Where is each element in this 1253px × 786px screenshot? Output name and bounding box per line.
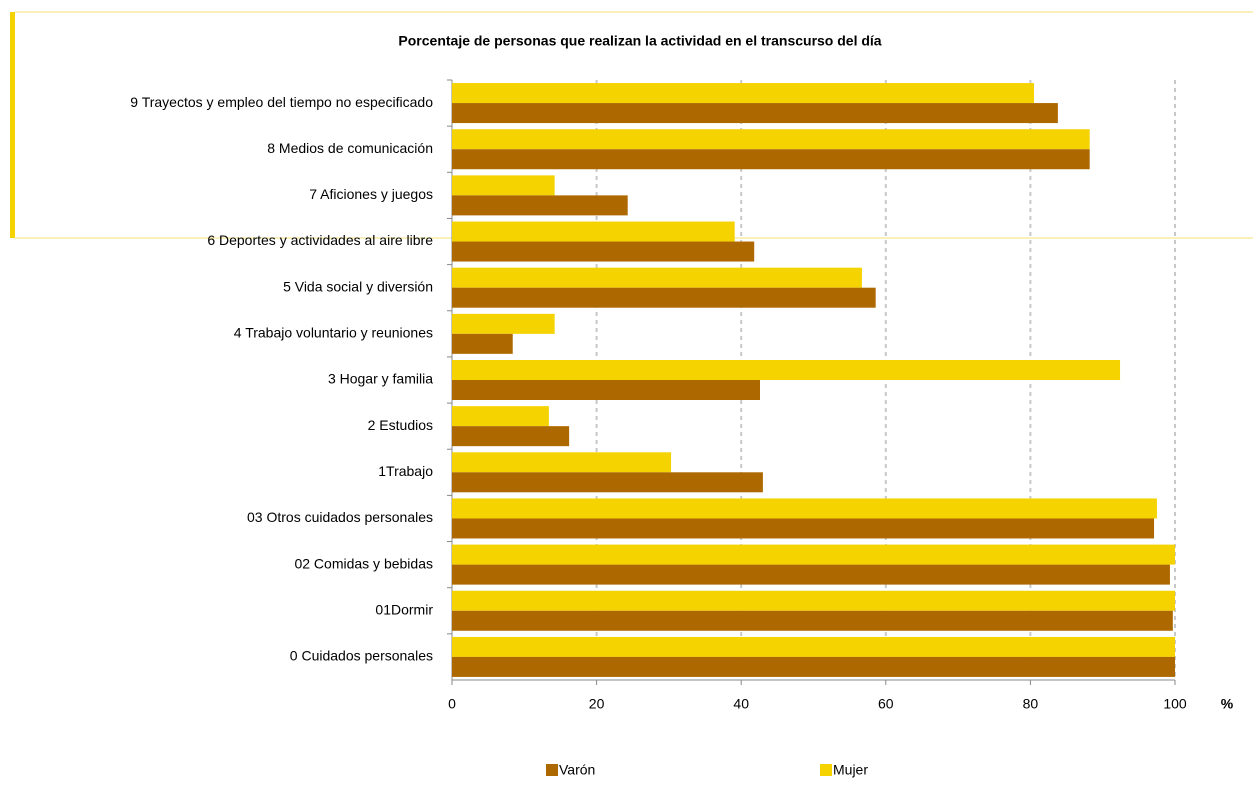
bar [452, 636, 1175, 657]
bar [452, 287, 876, 308]
bar [452, 333, 513, 354]
y-tick-label: 01Dormir [375, 601, 433, 617]
bar [452, 221, 735, 242]
y-tick-label: 5 Vida social y diversión [283, 278, 433, 294]
x-tick-label: 80 [1023, 696, 1039, 712]
legend-label: Mujer [833, 762, 868, 778]
x-axis-label: % [1221, 696, 1234, 712]
x-tick-label: 40 [733, 696, 749, 712]
legend-swatch [546, 764, 558, 776]
bar [452, 195, 628, 216]
bar [452, 149, 1090, 170]
bar [452, 518, 1155, 539]
x-tick-label: 0 [448, 696, 456, 712]
bar [452, 103, 1058, 124]
bar [452, 656, 1175, 677]
bar [452, 175, 555, 196]
bar [452, 406, 549, 427]
bar [452, 610, 1173, 631]
y-tick-label: 6 Deportes y actividades al aire libre [207, 232, 433, 248]
bar [452, 472, 763, 493]
legend-swatch [820, 764, 832, 776]
bar [452, 544, 1175, 565]
legend-label: Varón [559, 762, 595, 778]
y-tick-label: 8 Medios de comunicación [267, 140, 433, 156]
bar [452, 267, 862, 288]
y-tick-label: 3 Hogar y familia [328, 371, 433, 387]
x-tick-label: 20 [589, 696, 605, 712]
y-tick-label: 7 Aficiones y juegos [309, 186, 433, 202]
bar [452, 590, 1175, 611]
decoration [10, 12, 15, 238]
bar [452, 452, 672, 473]
x-tick-label: 60 [878, 696, 894, 712]
y-tick-label: 4 Trabajo voluntario y reuniones [234, 325, 433, 341]
bar [452, 313, 555, 334]
x-tick-label: 100 [1163, 696, 1187, 712]
bar [452, 426, 570, 447]
bar [452, 360, 1121, 380]
chart-title: Porcentaje de personas que realizan la a… [398, 33, 881, 49]
y-tick-label: 02 Comidas y bebidas [294, 555, 433, 571]
y-tick-label: 1Trabajo [378, 463, 433, 479]
y-tick-label: 2 Estudios [368, 417, 433, 433]
bar [452, 380, 760, 400]
y-tick-label: 0 Cuidados personales [290, 648, 433, 664]
bar [452, 564, 1170, 585]
bar [452, 498, 1157, 519]
bar [452, 241, 755, 262]
y-tick-label: 03 Otros cuidados personales [247, 509, 433, 525]
bar [452, 129, 1090, 150]
bar [452, 83, 1035, 104]
y-tick-label: 9 Trayectos y empleo del tiempo no espec… [130, 94, 433, 110]
